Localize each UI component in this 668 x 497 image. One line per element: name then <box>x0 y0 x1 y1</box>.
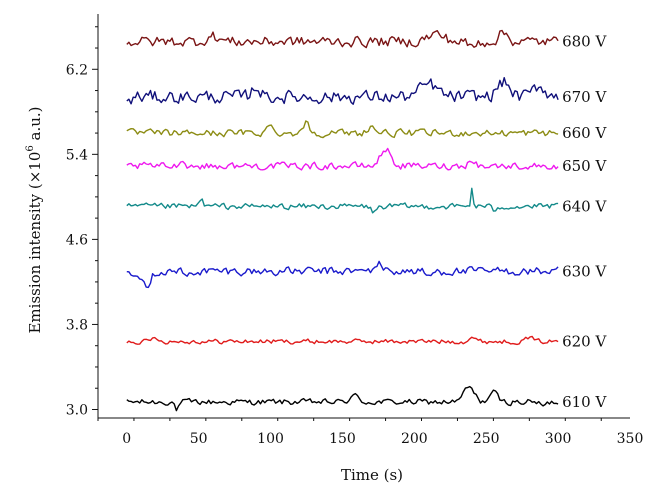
x-axis-title: Time (s) <box>341 466 403 484</box>
axes-group: 0 50 100 150 200 250 300 350 3.0 3.8 4.6 5.4 6.2 <box>66 14 644 447</box>
x-tick-label: 0 <box>122 431 131 447</box>
series-line-650v <box>126 147 559 171</box>
x-tick-label: 300 <box>545 431 572 447</box>
y-tick-label: 3.0 <box>66 402 88 418</box>
series-line-660v <box>126 120 559 139</box>
series-label: 620 V <box>562 332 607 350</box>
y-tick-label: 3.8 <box>66 317 88 333</box>
y-tick-label: 5.4 <box>66 147 88 163</box>
series-line-640v <box>126 187 559 214</box>
series-label: 670 V <box>562 88 607 106</box>
y-axis-title-tail: a.u.) <box>26 106 44 145</box>
y-axis-title: Emission intensity (×106 a.u.) <box>25 106 44 333</box>
x-tick-label: 100 <box>257 431 284 447</box>
series-line-670v <box>126 76 559 105</box>
series-label: 610 V <box>562 393 607 411</box>
y-axis-title-main: Emission intensity (×10 <box>26 152 44 334</box>
series-label: 630 V <box>562 262 607 280</box>
series-label: 660 V <box>562 124 607 142</box>
series-line-680v <box>126 29 559 49</box>
series-label: 640 V <box>562 197 607 215</box>
x-tick-label: 200 <box>401 431 428 447</box>
series-line-630v <box>126 260 559 289</box>
x-tick-label: 150 <box>329 431 356 447</box>
y-tick-label: 6.2 <box>66 62 88 78</box>
y-tick-label: 4.6 <box>66 232 88 248</box>
x-tick-label: 50 <box>190 431 208 447</box>
series-label: 680 V <box>562 33 607 51</box>
series-label: 650 V <box>562 157 607 175</box>
series-line-620v <box>126 335 559 346</box>
series-group: 610 V 620 V 630 V 640 V 650 V 660 V 670 V 680 V <box>126 29 608 412</box>
x-tick-label: 250 <box>473 431 500 447</box>
x-tick-label: 350 <box>617 431 644 447</box>
series-line-610v <box>126 385 559 412</box>
y-axis-title-sup: 6 <box>25 145 36 151</box>
